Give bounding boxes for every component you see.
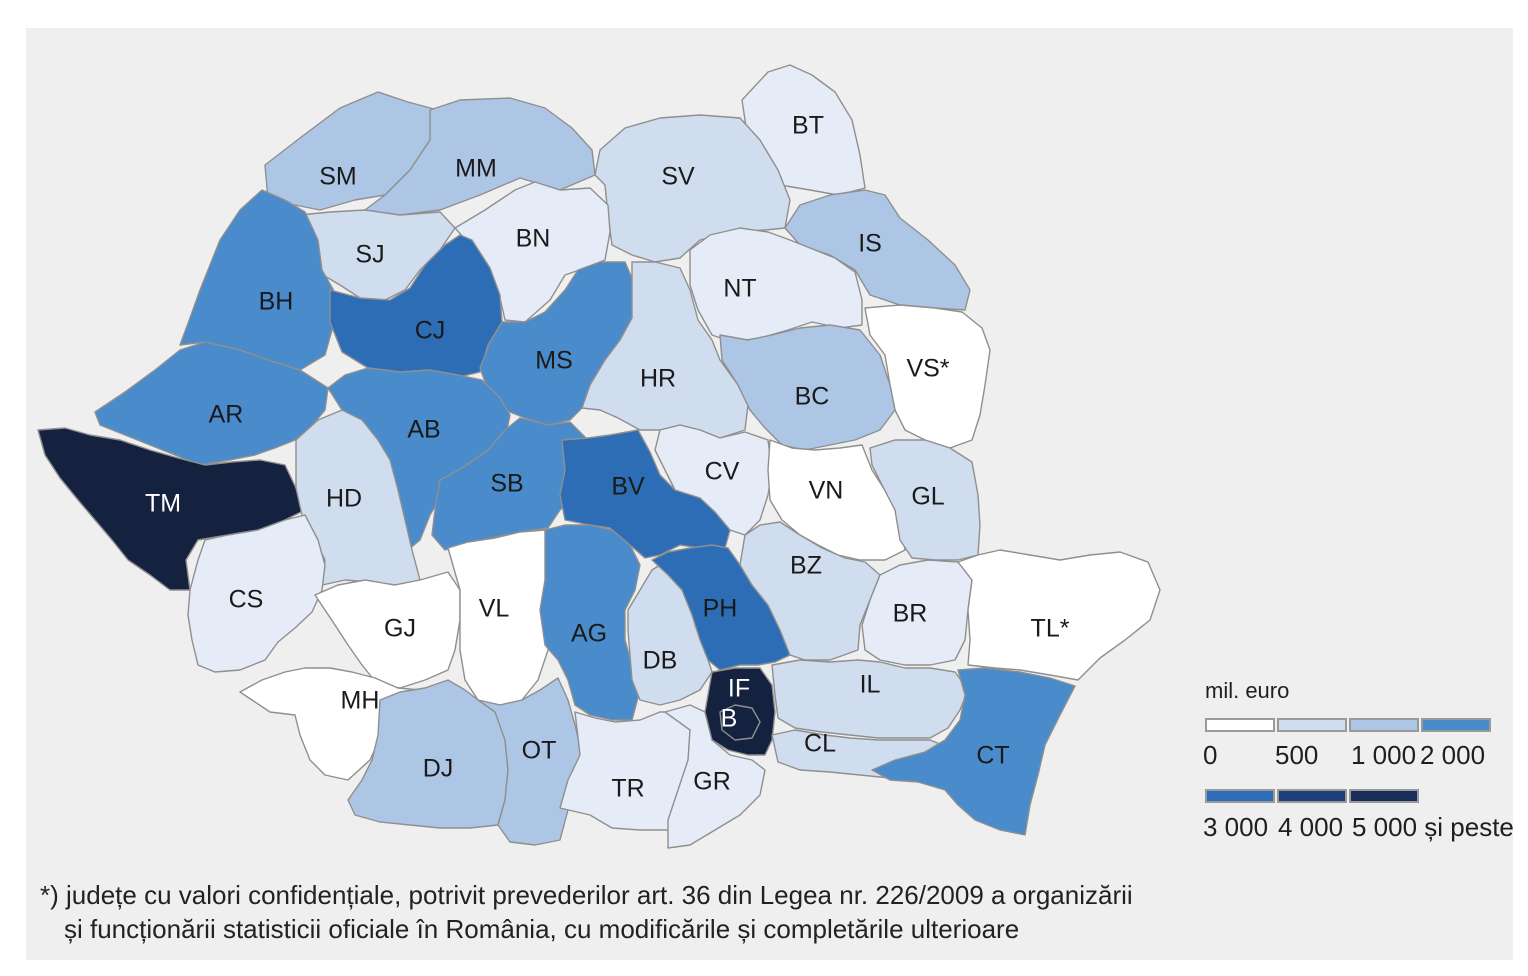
county-gj[interactable]	[314, 571, 461, 689]
county-gl[interactable]	[869, 439, 981, 561]
county-ph[interactable]	[651, 544, 791, 671]
legend-row-1	[1205, 718, 1493, 732]
footnote-line-2: și funcționării statisticii oficiale în …	[64, 914, 1020, 944]
legend-unit-label: mil. euro	[1205, 678, 1290, 703]
legend-row-2	[1205, 789, 1421, 803]
legend-row1-swatch-3	[1421, 718, 1491, 732]
legend-row2-swatch-1	[1277, 789, 1347, 803]
county-bc[interactable]	[719, 324, 896, 451]
county-vl[interactable]	[447, 529, 549, 706]
county-ct[interactable]	[871, 667, 1076, 836]
county-mm[interactable]	[364, 97, 596, 216]
county-nt[interactable]	[689, 227, 863, 343]
county-tl[interactable]	[957, 549, 1161, 681]
county-sv[interactable]	[594, 114, 791, 263]
footnote: *) județe cu valori confidențiale, potri…	[40, 878, 1240, 946]
legend-label-4000: 4 000	[1278, 812, 1344, 842]
legend-label-1000: 1 000	[1351, 740, 1417, 770]
legend-row2-swatch-0	[1205, 789, 1275, 803]
legend-row1-swatch-1	[1277, 718, 1347, 732]
legend-label-0: 0	[1203, 740, 1218, 770]
county-cv[interactable]	[654, 424, 773, 536]
legend-label-500: 500	[1275, 740, 1319, 770]
legend-label-2000: 2 000	[1420, 740, 1486, 770]
legend-row1-swatch-0	[1205, 718, 1275, 732]
legend-row2-swatch-2	[1349, 789, 1419, 803]
legend-row1-swatch-2	[1349, 718, 1419, 732]
county-il[interactable]	[771, 659, 969, 739]
county-bh[interactable]	[179, 189, 339, 371]
county-vn[interactable]	[767, 439, 906, 561]
county-br[interactable]	[861, 559, 973, 666]
county-cs[interactable]	[187, 514, 326, 673]
legend-label-5000-plus: 5 000 și peste	[1352, 812, 1514, 842]
county-vs[interactable]	[864, 304, 991, 449]
county-bz[interactable]	[739, 521, 881, 661]
footnote-line-1: *) județe cu valori confidențiale, potri…	[40, 880, 1133, 910]
county-is[interactable]	[784, 189, 971, 311]
county-ag[interactable]	[539, 524, 641, 721]
legend-label-3000: 3 000	[1203, 812, 1269, 842]
county-b[interactable]	[719, 704, 761, 741]
